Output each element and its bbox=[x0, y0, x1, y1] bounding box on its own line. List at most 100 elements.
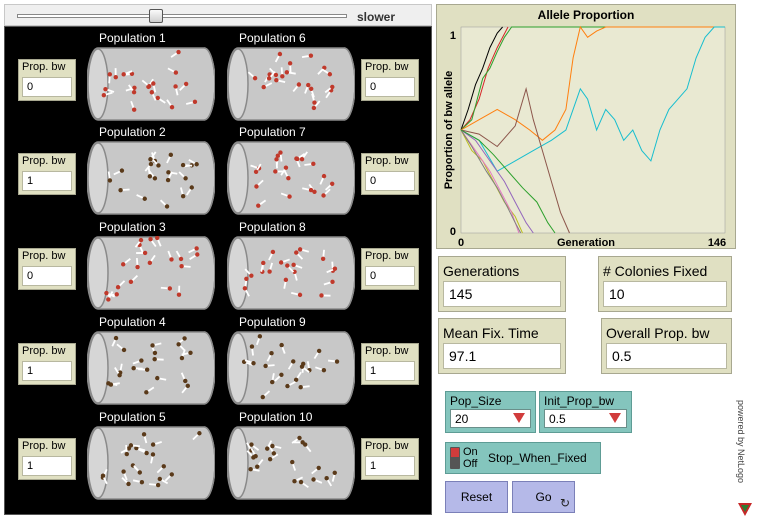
fruit-fly-eye bbox=[148, 236, 153, 242]
cylinder-vial bbox=[227, 47, 355, 121]
fruit-fly-eye bbox=[275, 153, 281, 158]
speed-slider-thumb[interactable] bbox=[148, 9, 163, 23]
fruit-fly-eye bbox=[142, 196, 147, 201]
fruit-fly-eye bbox=[131, 90, 137, 95]
fruit-fly-eye bbox=[165, 177, 171, 183]
x-tick-label: 146 bbox=[708, 237, 726, 248]
x-tick-label: 0 bbox=[458, 237, 464, 248]
prop-bw-label: Prop. bw bbox=[22, 61, 66, 73]
fruit-fly-eye bbox=[295, 156, 300, 162]
fruit-fly-eye bbox=[131, 107, 137, 112]
fruit-fly-eye bbox=[155, 236, 160, 241]
fruit-fly-eye bbox=[148, 161, 154, 167]
fruit-fly-eye bbox=[308, 53, 314, 58]
switch-toggle-icon[interactable] bbox=[450, 447, 460, 469]
fruit-fly-eye bbox=[129, 71, 135, 77]
fruit-fly-eye bbox=[141, 432, 147, 437]
fruit-fly-eye bbox=[121, 347, 127, 353]
fruit-fly-eye bbox=[183, 176, 188, 181]
fruit-fly-eye bbox=[296, 82, 302, 87]
fruit-fly-eye bbox=[185, 383, 190, 389]
fruit-fly-eye bbox=[147, 260, 153, 266]
fruit-fly-eye bbox=[249, 344, 255, 349]
fruit-fly-eye bbox=[321, 367, 327, 373]
fruit-fly-eye bbox=[273, 72, 279, 78]
powered-by-netlogo: powered by NetLogo bbox=[732, 400, 752, 500]
fruit-fly-eye bbox=[311, 105, 317, 111]
fruit-fly-eye bbox=[178, 256, 184, 262]
cylinder-vial bbox=[227, 331, 355, 405]
fruit-fly-eye bbox=[251, 361, 256, 366]
pop-size-chooser[interactable]: Pop_Size 20 bbox=[445, 391, 536, 433]
fruit-fly-eye bbox=[134, 445, 139, 451]
fruit-fly-eye bbox=[101, 92, 107, 98]
fruit-fly-eye bbox=[128, 279, 134, 285]
fruit-fly-eye bbox=[150, 343, 155, 348]
cylinder-vial bbox=[87, 331, 215, 405]
speed-label: slower bbox=[357, 10, 396, 24]
fruit-fly-eye bbox=[308, 187, 314, 193]
mean-fix-time-monitor: Mean Fix. Time 97.1 bbox=[438, 318, 566, 374]
fruit-fly-eye bbox=[270, 379, 275, 385]
fruit-fly-eye bbox=[267, 456, 273, 462]
fruit-fly-eye bbox=[277, 51, 283, 57]
fruit-fly-eye bbox=[107, 178, 113, 183]
overall-prop-monitor: Overall Prop. bw 0.5 bbox=[601, 318, 732, 374]
fruit-fly-eye bbox=[278, 150, 283, 155]
fruit-fly-eye bbox=[330, 84, 335, 90]
fruit-fly-eye bbox=[308, 86, 314, 91]
population-title: Population 9 bbox=[239, 315, 306, 329]
fruit-fly-eye bbox=[155, 375, 160, 381]
prop-bw-label: Prop. bw bbox=[22, 345, 66, 357]
fruit-fly-eye bbox=[106, 297, 111, 302]
fruit-fly-eye bbox=[157, 476, 163, 482]
fruit-fly-eye bbox=[260, 394, 265, 400]
init-prop-bw-select[interactable]: 0.5 bbox=[544, 409, 627, 428]
generations-value: 145 bbox=[443, 281, 561, 307]
fruit-fly-eye bbox=[115, 285, 121, 290]
fruit-fly-eye bbox=[149, 90, 155, 95]
fruit-fly-eye bbox=[144, 390, 149, 395]
pop-size-select[interactable]: 20 bbox=[450, 409, 531, 428]
series-line-10 bbox=[460, 129, 522, 234]
fruit-fly-eye bbox=[197, 431, 202, 436]
dropdown-arrow-icon[interactable] bbox=[609, 413, 621, 423]
population-title: Population 2 bbox=[99, 125, 166, 139]
prop-bw-value: 0 bbox=[22, 266, 72, 286]
go-button[interactable]: Go ↻ bbox=[512, 481, 575, 513]
fruit-fly-eye bbox=[194, 246, 199, 251]
fruit-fly-eye bbox=[150, 442, 156, 447]
fruit-fly-eye bbox=[294, 250, 299, 255]
fruit-fly-eye bbox=[126, 446, 132, 451]
fruit-fly-eye bbox=[113, 335, 119, 341]
fruit-fly-eye bbox=[189, 185, 194, 190]
speed-slider-track[interactable] bbox=[17, 14, 347, 18]
fruit-fly-eye bbox=[164, 204, 170, 209]
fruit-fly-eye bbox=[169, 472, 174, 477]
init-prop-bw-chooser[interactable]: Init_Prop_bw 0.5 bbox=[539, 391, 632, 433]
dropdown-arrow-icon[interactable] bbox=[513, 413, 525, 423]
cylinder-vial bbox=[87, 47, 215, 121]
fruit-fly-eye bbox=[274, 157, 279, 162]
reset-button[interactable]: Reset bbox=[445, 481, 508, 513]
world-view[interactable]: Population 1 Prop. bw 0 Population 2 Prop. b… bbox=[4, 26, 432, 515]
fruit-fly-eye bbox=[271, 451, 277, 456]
fruit-fly-eye bbox=[279, 372, 284, 378]
fruit-fly-eye bbox=[148, 157, 153, 162]
fruit-fly-eye bbox=[166, 170, 171, 175]
fruit-fly-eye bbox=[261, 260, 266, 266]
fruit-fly-eye bbox=[139, 479, 145, 485]
prop-bw-label: Prop. bw bbox=[365, 61, 409, 73]
fruit-fly-eye bbox=[263, 363, 268, 369]
fruit-fly-eye bbox=[285, 263, 290, 268]
fruit-fly-eye bbox=[274, 77, 279, 83]
fruit-fly-eye bbox=[161, 464, 166, 469]
prop-bw-monitor: Prop. bw 1 bbox=[18, 438, 76, 480]
fruit-fly-eye bbox=[316, 348, 322, 354]
switch-knob bbox=[451, 448, 459, 457]
fruit-fly-eye bbox=[249, 442, 254, 447]
fruit-fly-eye bbox=[167, 286, 173, 291]
fruit-fly-eye bbox=[291, 262, 296, 268]
stop-when-fixed-switch[interactable]: On Off Stop_When_Fixed bbox=[445, 442, 601, 474]
fruit-fly-eye bbox=[284, 70, 290, 75]
